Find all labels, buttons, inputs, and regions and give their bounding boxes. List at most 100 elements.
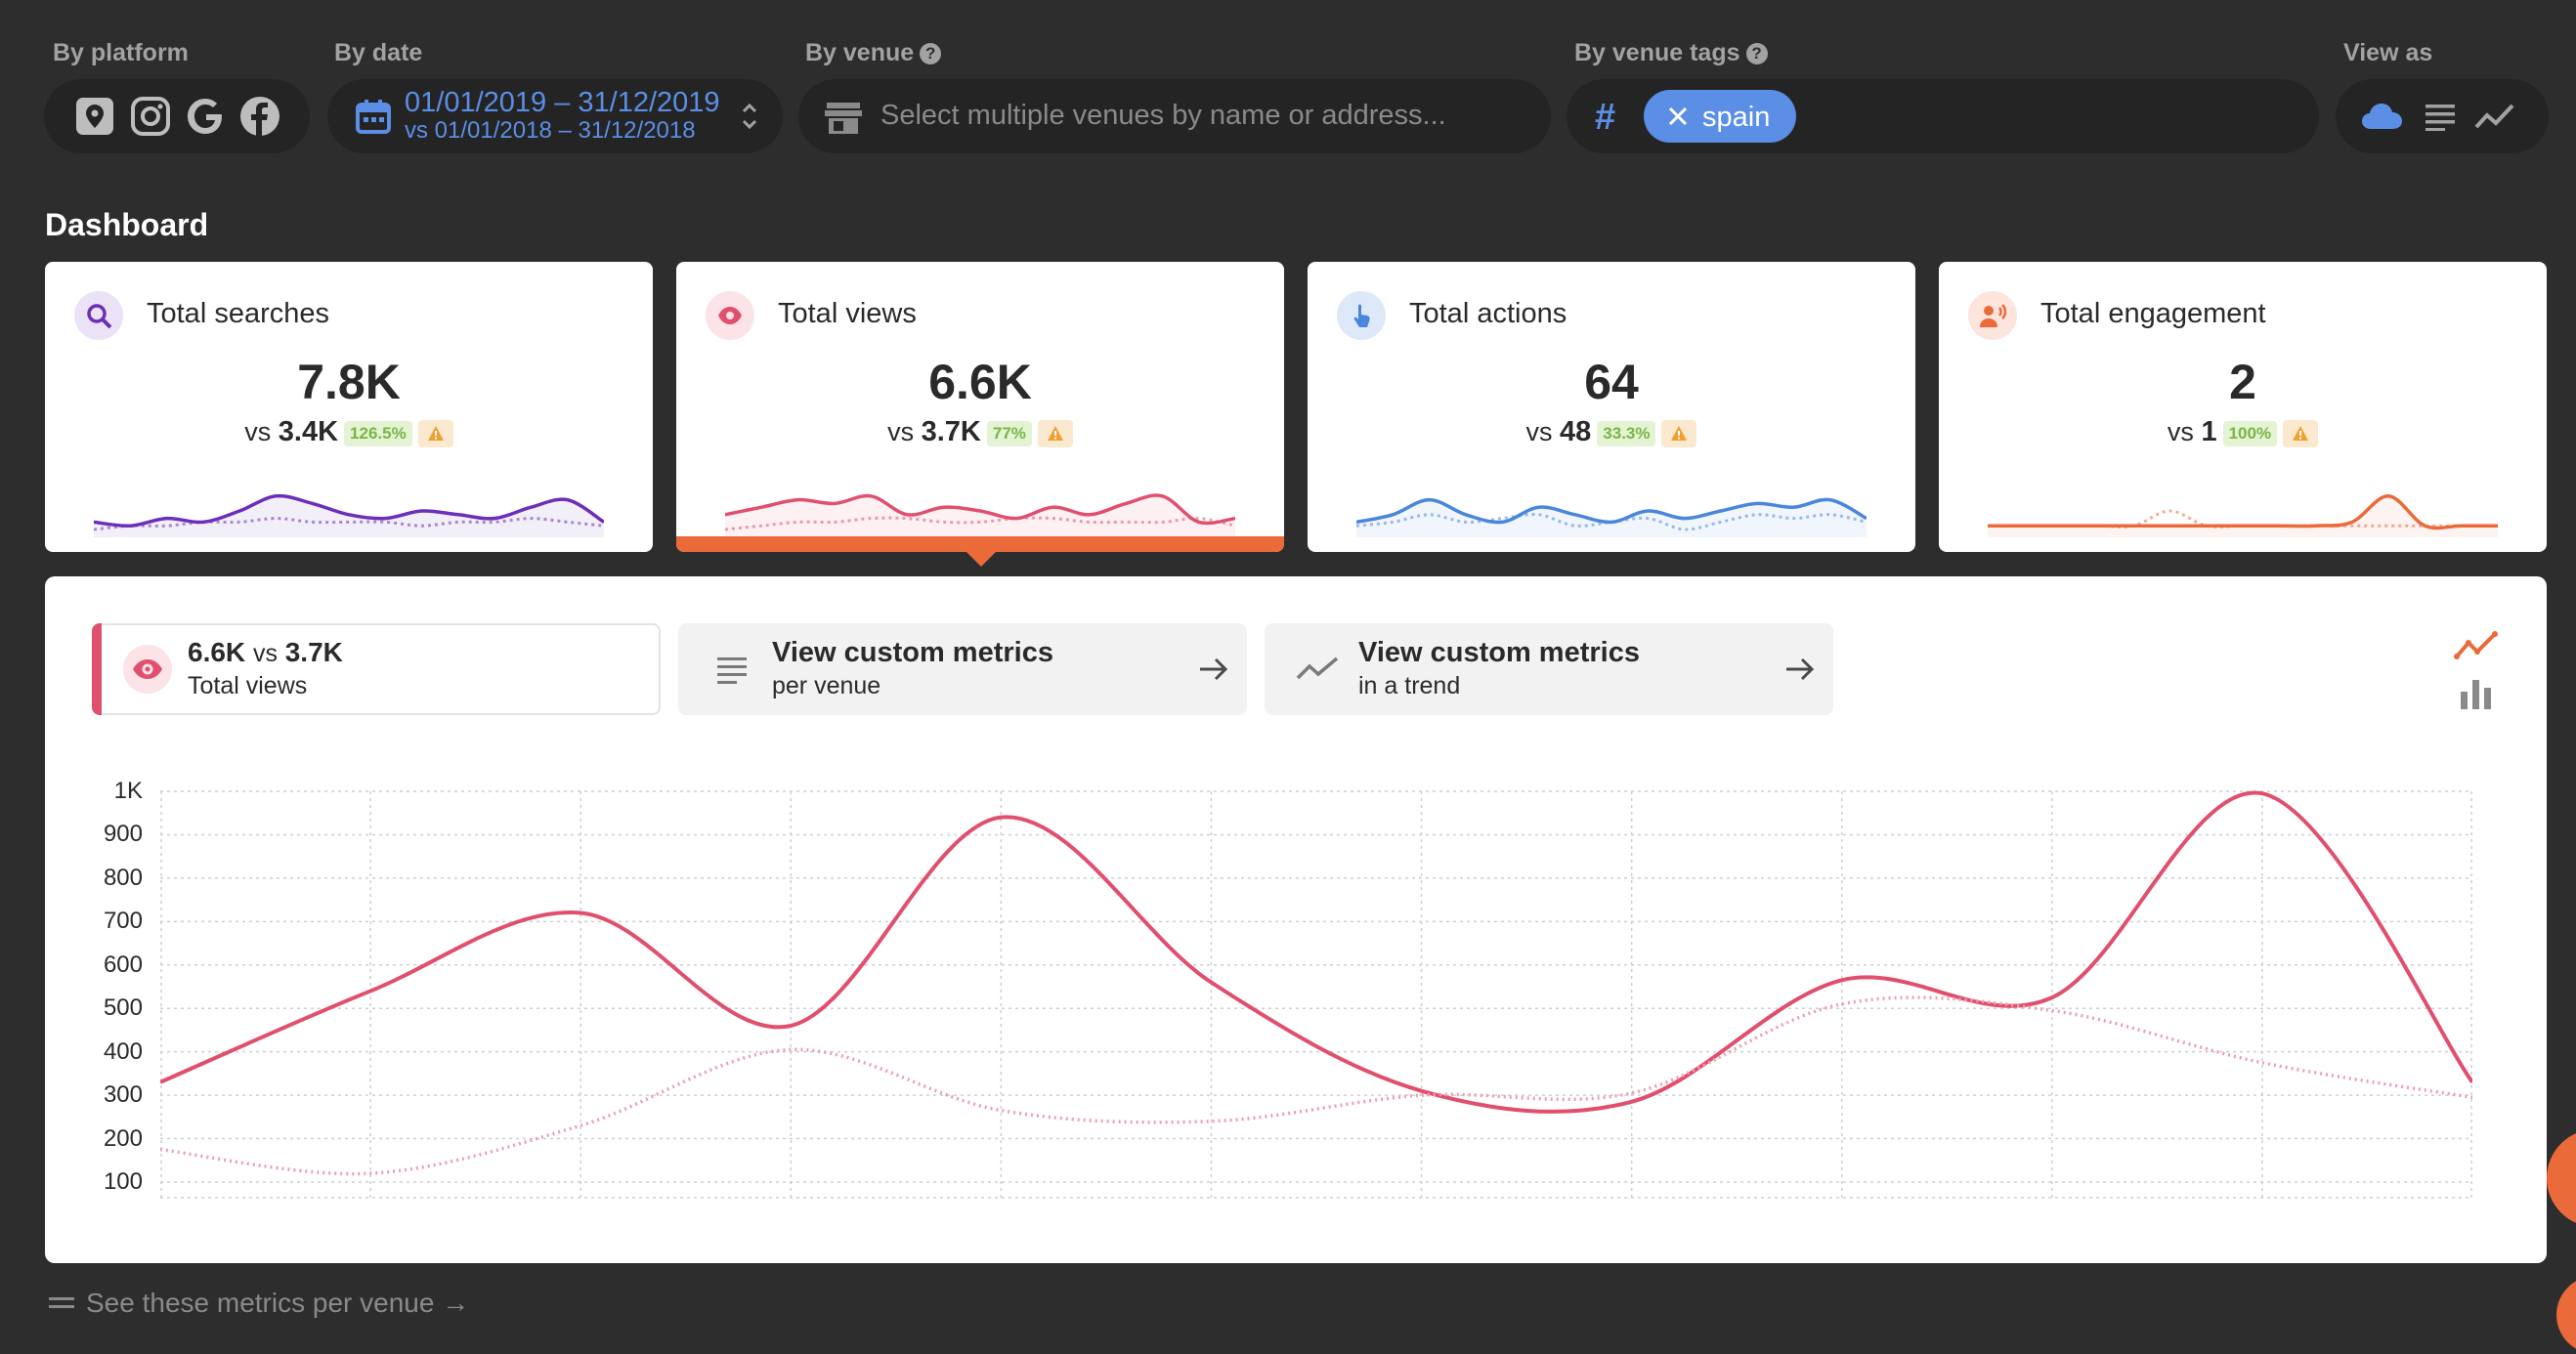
- google-icon[interactable]: [182, 93, 229, 140]
- y-tick-label: 500: [103, 994, 143, 1022]
- selected-metric-compare: 6.6K vs 3.7K: [188, 637, 343, 667]
- help-icon[interactable]: ?: [920, 43, 942, 65]
- data-point-current[interactable]: [575, 907, 586, 918]
- list-icon: [49, 1295, 76, 1315]
- change-badge: 126.5%: [344, 420, 412, 446]
- data-point-current[interactable]: [2256, 789, 2268, 799]
- instagram-icon[interactable]: [127, 93, 174, 140]
- views-line-chart: [160, 789, 2472, 1199]
- selected-card-pointer: [966, 551, 997, 567]
- data-point-previous[interactable]: [1205, 1116, 1217, 1127]
- custom-metrics-venue-button[interactable]: [678, 623, 1247, 715]
- tag-chip-spain[interactable]: [1644, 90, 1796, 143]
- sparkline: [1988, 494, 2498, 537]
- date-filter[interactable]: [327, 79, 783, 153]
- venue-search-placeholder[interactable]: Select multiple venues by name or addres…: [880, 100, 1446, 131]
- selected-metric-label: Total views: [188, 672, 308, 699]
- data-point-previous[interactable]: [160, 1144, 166, 1156]
- series-line-current: [160, 790, 2472, 1114]
- eye-icon: [123, 645, 172, 694]
- data-point-current[interactable]: [1205, 977, 1217, 989]
- venue-filter[interactable]: [798, 79, 1551, 153]
- sparkline-previous: [94, 517, 604, 531]
- kpi-card-actions[interactable]: Total actions 64 vs 48 33.3%: [1308, 262, 1915, 552]
- y-tick-label: 800: [103, 864, 143, 891]
- change-badge: 100%: [2222, 420, 2278, 446]
- kpi-compare: vs 1 100%: [1939, 416, 2547, 448]
- custom-metrics-trend-button[interactable]: [1265, 623, 1833, 715]
- chat-launcher-button-2[interactable]: [2556, 1276, 2576, 1354]
- tag-chip-label: spain: [1702, 102, 1771, 133]
- sparkline-area: [94, 495, 604, 537]
- data-point-previous[interactable]: [2256, 1057, 2268, 1069]
- filter-label-date: By date: [334, 39, 423, 66]
- kpi-card-engagement[interactable]: Total engagement 2 vs 1 100%: [1939, 262, 2547, 552]
- eye-icon: [706, 291, 754, 340]
- engagement-icon: [1968, 291, 2017, 340]
- chevron-up-down-icon[interactable]: [739, 100, 760, 133]
- filter-label-platform: By platform: [53, 39, 189, 66]
- y-tick-label: 1K: [113, 778, 143, 804]
- kpi-compare: vs 3.7K 77%: [676, 416, 1284, 448]
- help-icon[interactable]: ?: [1745, 43, 1768, 65]
- custom-trend-title: View custom metrics: [1358, 637, 1640, 668]
- bar-chart-toggle-icon[interactable]: [2459, 676, 2494, 711]
- custom-venue-sub: per venue: [772, 672, 881, 699]
- data-point-previous[interactable]: [1836, 998, 1848, 1010]
- remove-tag-icon[interactable]: [1665, 104, 1691, 129]
- selected-metric-accent: [92, 623, 102, 715]
- sparkline-previous: [725, 516, 1235, 531]
- warning-icon[interactable]: [1661, 419, 1697, 447]
- list-icon[interactable]: [2424, 102, 2457, 131]
- line-chart-toggle-icon[interactable]: [2453, 629, 2500, 662]
- selected-metric-card[interactable]: [92, 623, 661, 715]
- data-point-previous[interactable]: [785, 1043, 796, 1055]
- custom-venue-title: View custom metrics: [772, 637, 1053, 668]
- y-tick-label: 300: [103, 1081, 143, 1109]
- y-tick-label: 900: [103, 821, 143, 848]
- kpi-value: 2: [2229, 355, 2256, 409]
- change-badge: 77%: [986, 420, 1032, 446]
- cloud-icon[interactable]: [2359, 98, 2406, 137]
- series-line-previous: [160, 995, 2472, 1176]
- sparkline-area: [1356, 499, 1867, 537]
- y-tick-label: 100: [103, 1168, 143, 1195]
- warning-icon[interactable]: [1037, 419, 1073, 447]
- kpi-title: Total engagement: [2040, 298, 2266, 329]
- y-tick-label: 700: [103, 908, 143, 935]
- sparkline: [94, 493, 604, 537]
- warning-icon[interactable]: [2283, 419, 2319, 447]
- data-point-previous[interactable]: [2467, 1091, 2472, 1103]
- kpi-compare: vs 48 33.3%: [1308, 416, 1915, 448]
- trend-icon[interactable]: [2474, 102, 2515, 131]
- data-point-previous[interactable]: [1416, 1089, 1428, 1101]
- kpi-card-views[interactable]: Total views 6.6K vs 3.7K 77%: [676, 262, 1284, 552]
- data-point-current[interactable]: [365, 985, 376, 996]
- data-point-previous[interactable]: [1626, 1087, 1638, 1099]
- y-tick-label: 600: [103, 951, 143, 978]
- facebook-icon[interactable]: [236, 93, 283, 140]
- data-point-current[interactable]: [785, 1020, 796, 1032]
- date-compare-range: vs 01/01/2018 – 31/12/2018: [405, 117, 696, 144]
- store-icon: [824, 100, 863, 135]
- data-point-current[interactable]: [2046, 992, 2058, 1003]
- sparkline-current: [94, 493, 604, 528]
- sparkline-current: [1988, 494, 2498, 530]
- sparkline-current: [725, 493, 1235, 526]
- data-point-previous[interactable]: [365, 1167, 376, 1179]
- kpi-card-searches[interactable]: Total searches 7.8K vs 3.4K 126.5%: [45, 262, 653, 552]
- data-point-previous[interactable]: [2046, 1004, 2058, 1016]
- custom-trend-sub: in a trend: [1358, 672, 1461, 699]
- tap-icon: [1337, 291, 1386, 340]
- data-point-previous[interactable]: [995, 1105, 1007, 1117]
- warning-icon[interactable]: [417, 419, 453, 447]
- data-point-previous[interactable]: [575, 1120, 586, 1131]
- arrow-right-icon: [1784, 655, 1816, 684]
- y-tick-label: 200: [103, 1124, 143, 1152]
- data-point-current[interactable]: [1836, 974, 1848, 986]
- google-maps-pin-icon[interactable]: [71, 93, 118, 140]
- per-venue-link[interactable]: See these metrics per venue →: [86, 1288, 470, 1318]
- data-point-current[interactable]: [995, 812, 1007, 824]
- sparkline: [1356, 497, 1867, 537]
- chat-launcher-button[interactable]: [2547, 1129, 2576, 1227]
